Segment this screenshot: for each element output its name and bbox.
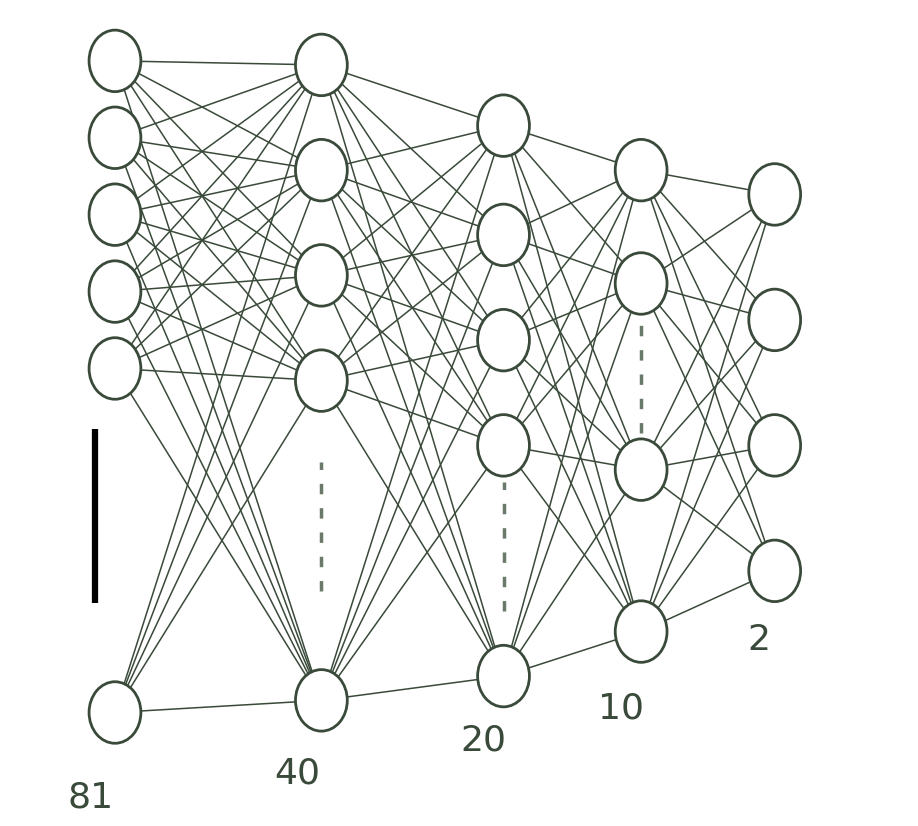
Text: 2: 2 (747, 623, 770, 657)
Ellipse shape (89, 107, 140, 169)
Ellipse shape (615, 439, 667, 501)
Text: 10: 10 (598, 691, 644, 725)
Ellipse shape (477, 310, 530, 371)
Ellipse shape (296, 34, 347, 96)
Text: 20: 20 (460, 724, 507, 757)
Text: 40: 40 (274, 757, 320, 790)
Ellipse shape (749, 415, 800, 476)
Ellipse shape (749, 164, 800, 225)
Ellipse shape (89, 681, 140, 743)
Ellipse shape (615, 253, 667, 314)
Ellipse shape (749, 289, 800, 351)
Ellipse shape (296, 140, 347, 201)
Ellipse shape (477, 204, 530, 266)
Ellipse shape (296, 244, 347, 306)
Ellipse shape (89, 261, 140, 322)
Ellipse shape (89, 30, 140, 92)
Ellipse shape (749, 540, 800, 601)
Ellipse shape (89, 184, 140, 245)
Ellipse shape (89, 338, 140, 399)
Ellipse shape (296, 670, 347, 731)
Ellipse shape (477, 95, 530, 156)
Ellipse shape (615, 601, 667, 662)
Text: 81: 81 (68, 781, 114, 814)
Ellipse shape (477, 645, 530, 707)
Ellipse shape (477, 415, 530, 476)
Ellipse shape (615, 140, 667, 201)
Ellipse shape (296, 350, 347, 411)
